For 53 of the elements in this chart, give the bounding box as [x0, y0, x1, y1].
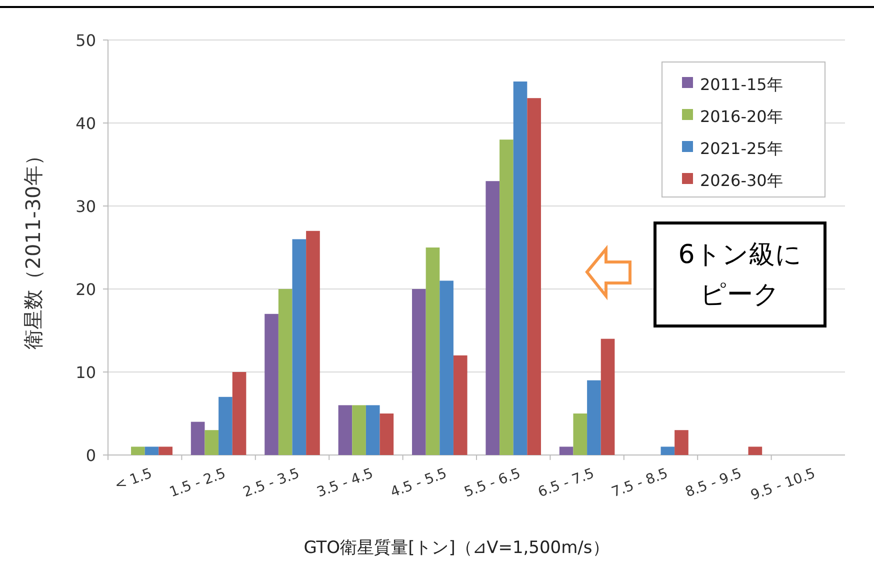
bar [144, 446, 159, 455]
bar [426, 248, 440, 455]
bar [131, 446, 145, 455]
bar [660, 446, 675, 455]
bar [573, 414, 588, 455]
y-tick-label: 30 [76, 197, 96, 216]
bar [190, 422, 205, 455]
legend-label: 2011-15年 [700, 75, 783, 94]
bar [366, 405, 380, 455]
x-tick-label: 4.5 - 5.5 [388, 466, 450, 501]
annotation: 6トン級にピーク [678, 240, 802, 310]
x-tick-label: 9.5 - 10.5 [748, 466, 818, 504]
bar [218, 396, 232, 455]
bar [158, 446, 172, 455]
y-axis-title: 衛星数（2011-30年） [21, 146, 45, 350]
bar [513, 82, 528, 455]
y-tick-label: 10 [76, 363, 96, 382]
y-tick-label: 40 [76, 114, 96, 133]
legend-label: 2026-30年 [700, 171, 783, 190]
bar [278, 289, 292, 455]
bar [453, 355, 468, 455]
legend-label: 2021-25年 [700, 139, 783, 158]
bar [204, 430, 219, 455]
bar [232, 372, 246, 455]
legend-label: 2016-20年 [700, 107, 783, 126]
bar [527, 98, 541, 455]
x-tick-label: 3.5 - 4.5 [314, 466, 376, 501]
bar [380, 414, 394, 455]
bar [306, 230, 320, 455]
y-tick-label: 20 [76, 280, 96, 299]
x-tick-label: < 1.5 [112, 466, 154, 494]
bar [264, 314, 278, 455]
bar [292, 239, 306, 455]
bar [352, 405, 366, 455]
x-tick-label: 2.5 - 3.5 [241, 466, 302, 501]
x-tick-label: 8.5 - 9.5 [683, 466, 744, 501]
x-tick-label: 7.5 - 8.5 [610, 466, 670, 501]
bar [559, 446, 574, 455]
x-tick-label: 1.5 - 2.5 [167, 466, 228, 501]
bar [412, 289, 426, 455]
x-tick-label: 5.5 - 6.5 [462, 466, 523, 501]
bar [500, 140, 514, 455]
y-tick-label: 50 [76, 31, 96, 50]
bar [486, 181, 500, 455]
bar [440, 280, 454, 455]
bar [674, 430, 688, 455]
x-tick-label: 6.5 - 7.5 [536, 466, 596, 501]
bar [748, 446, 762, 455]
bar [338, 405, 352, 455]
x-axis-title: GTO衛星質量[トン]（⊿V=1,500m/s） [304, 538, 610, 558]
bar [600, 338, 615, 455]
bar [587, 380, 601, 455]
y-tick-label: 0 [86, 446, 96, 465]
